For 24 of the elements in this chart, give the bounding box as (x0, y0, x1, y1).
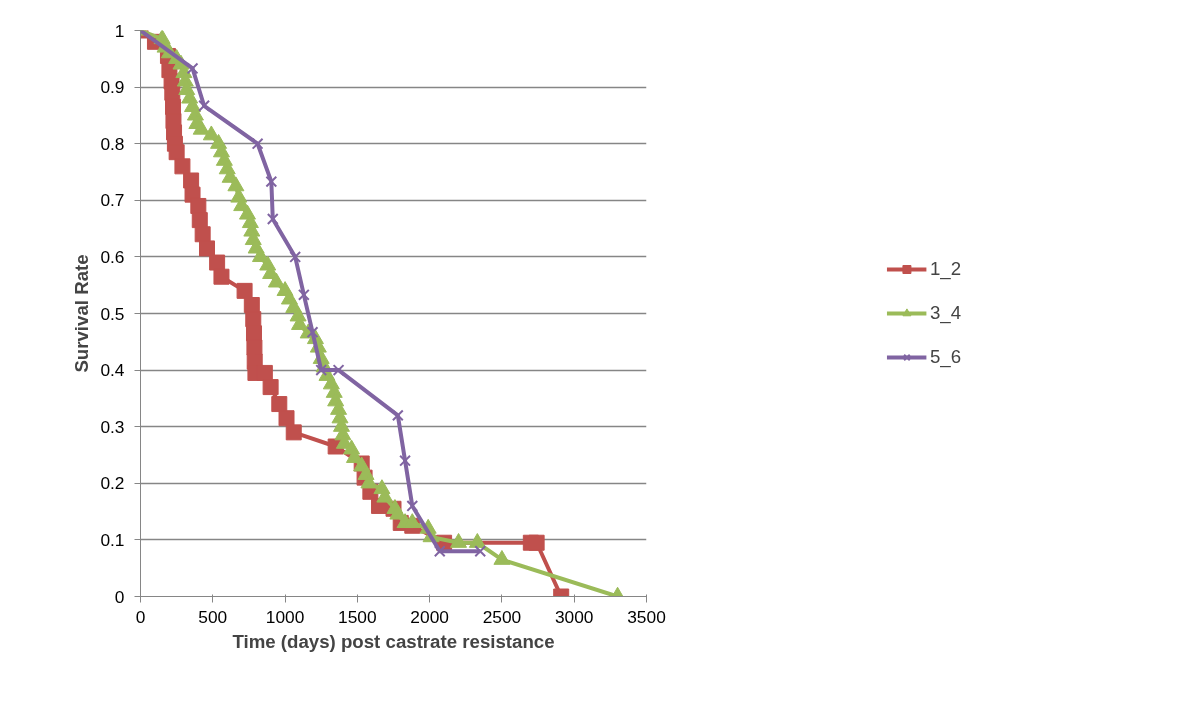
legend-label: 5_6 (929, 346, 962, 368)
x-tick-label: 2500 (482, 606, 522, 627)
y-axis-title: Survival Rate (71, 254, 93, 373)
legend-label: 1_2 (929, 258, 962, 280)
x-tick-label: 0 (135, 606, 146, 627)
y-tick-label: 0.2 (100, 473, 125, 494)
y-tick-label: 0 (114, 586, 125, 607)
x-tick-label: 3000 (554, 606, 594, 627)
y-tick-label: 0.7 (100, 190, 125, 211)
x-tick-label: 1500 (338, 606, 377, 627)
x-axis-title: Time (days) post castrate resistance (232, 630, 555, 652)
y-tick-label: 0.3 (100, 416, 125, 437)
y-tick-label: 0.1 (100, 529, 125, 550)
x-tick-label: 1000 (265, 606, 305, 627)
y-tick-label: 0.5 (100, 303, 125, 324)
y-tick-label: 1 (114, 20, 125, 41)
y-tick-label: 0.4 (100, 360, 125, 381)
legend-label: 3_4 (929, 302, 962, 324)
x-tick-label: 500 (198, 606, 228, 627)
y-tick-label: 0.6 (100, 246, 125, 267)
x-tick-label: 3500 (627, 606, 666, 627)
y-tick-label: 0.9 (100, 77, 125, 98)
x-tick-label: 2000 (410, 606, 449, 627)
y-tick-label: 0.8 (100, 133, 125, 154)
